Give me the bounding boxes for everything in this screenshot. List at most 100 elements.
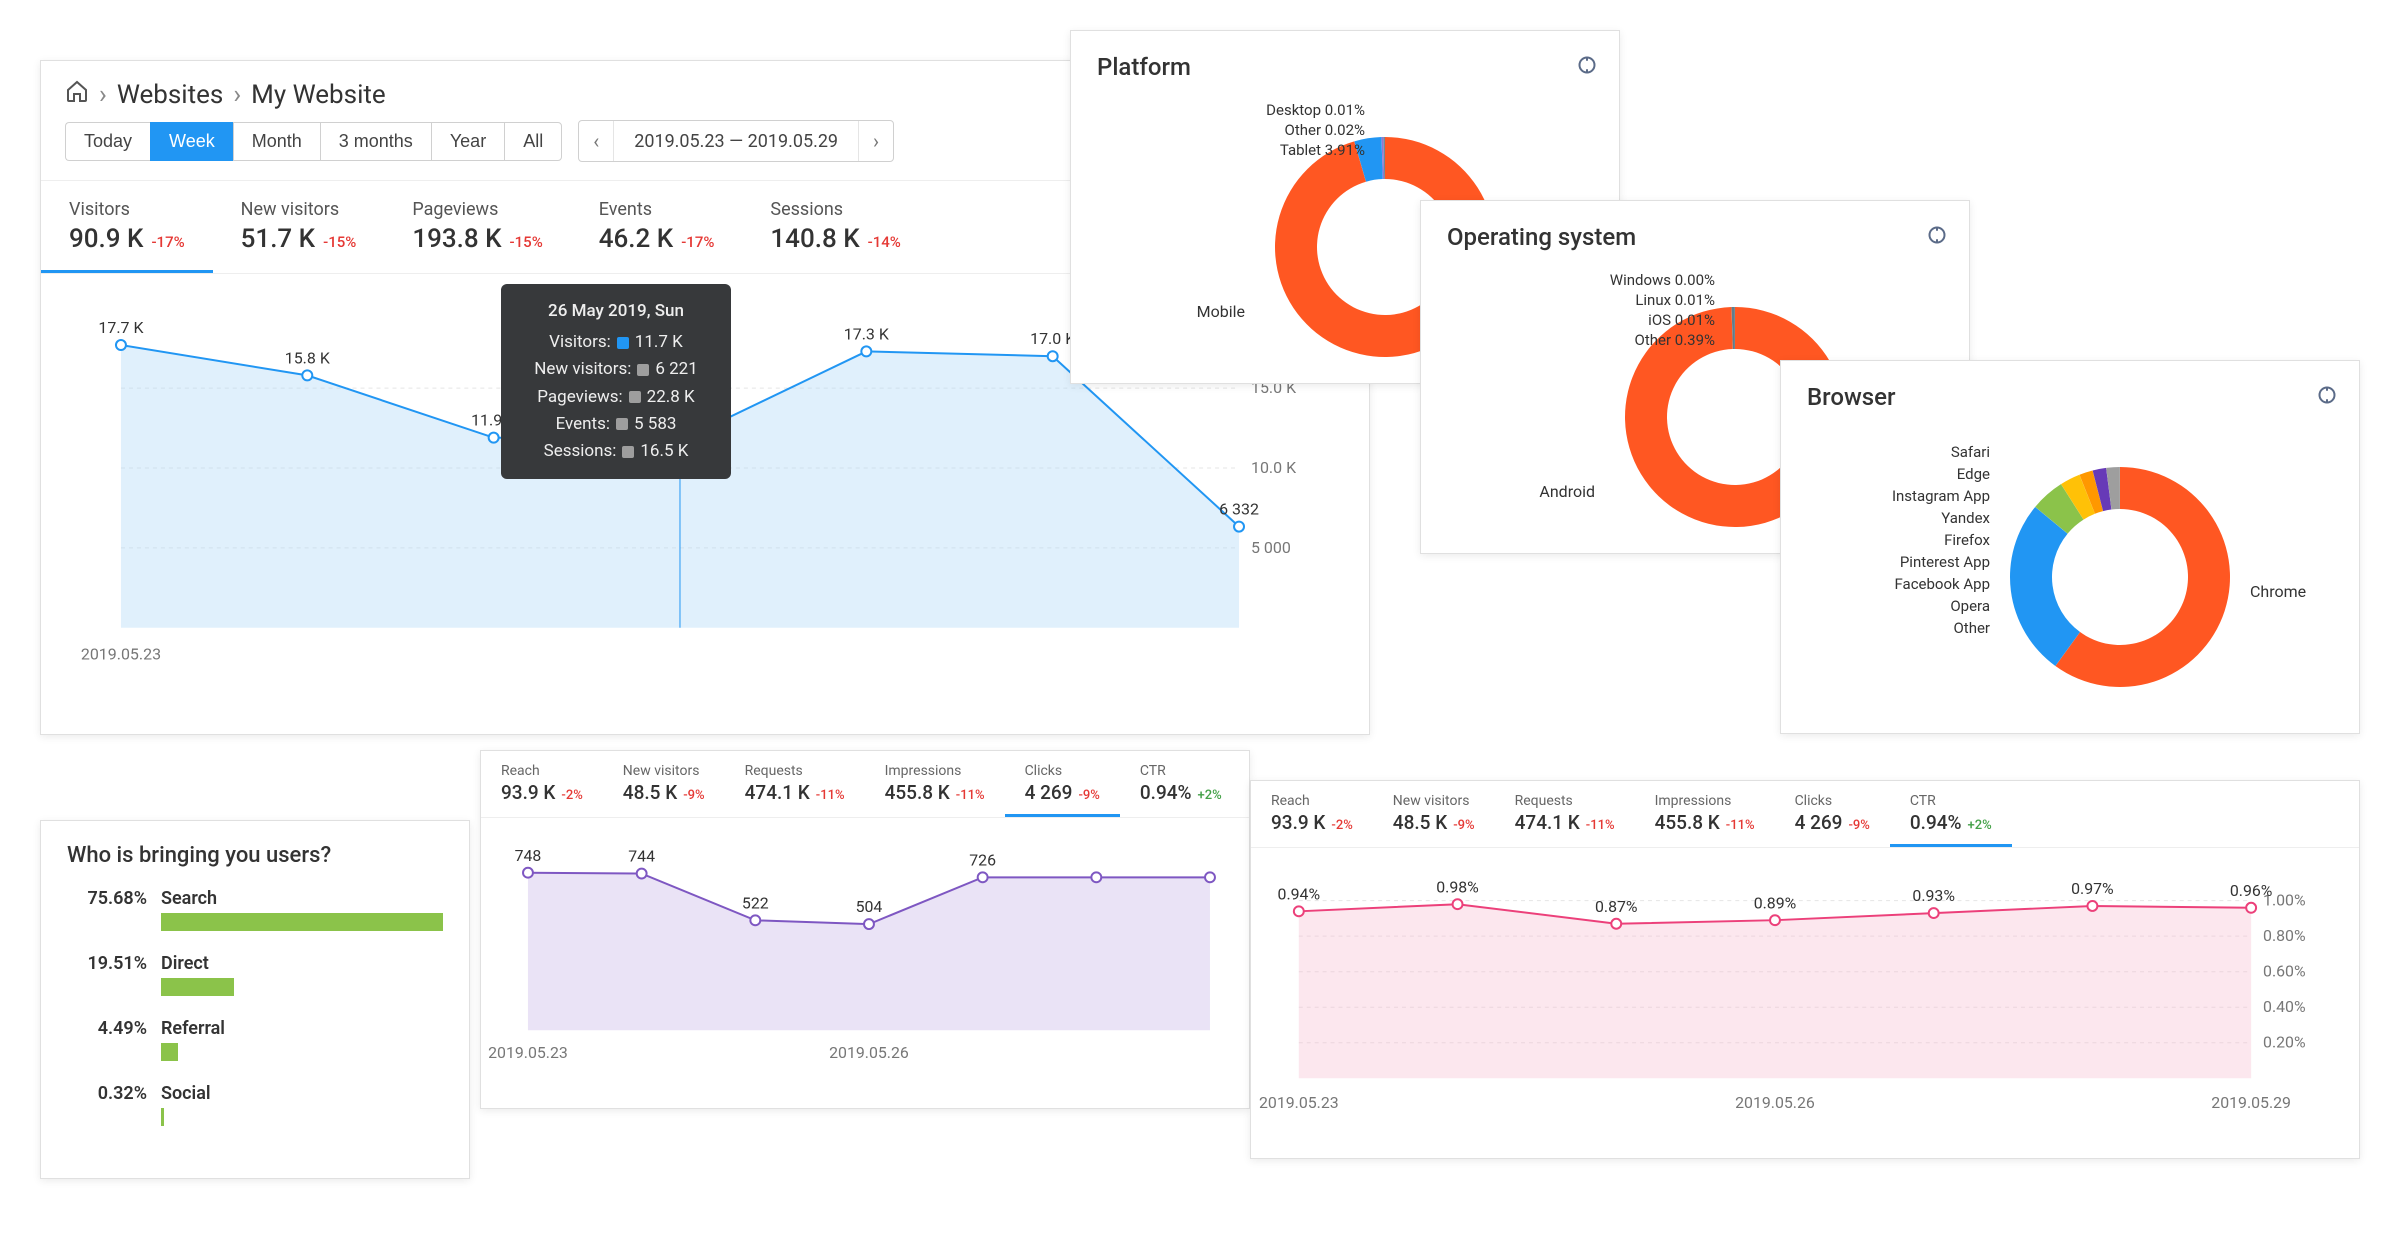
who-label: Direct bbox=[161, 953, 443, 974]
range-today[interactable]: Today bbox=[65, 122, 150, 161]
clicks-chart: 7487445225047262019.05.232019.05.26 bbox=[481, 818, 1249, 1108]
svg-text:5 000: 5 000 bbox=[1251, 538, 1291, 557]
date-nav: ‹ 2019.05.23 — 2019.05.29 › bbox=[578, 120, 894, 162]
metric-tab-new-visitors[interactable]: New visitors 51.7 K-15% bbox=[213, 181, 385, 273]
tooltip-row: Pageviews:22.8 K bbox=[523, 384, 709, 411]
ctr-chart: 0.20%0.40%0.60%0.80%1.00%0.94%0.98%0.87%… bbox=[1251, 848, 2359, 1158]
settings-icon[interactable] bbox=[1927, 225, 1947, 250]
svg-text:17.3 K: 17.3 K bbox=[844, 324, 890, 343]
metric-label: Requests bbox=[1515, 793, 1615, 809]
svg-text:748: 748 bbox=[515, 846, 542, 865]
range-week[interactable]: Week bbox=[150, 122, 233, 161]
metric-value: 46.2 K-17% bbox=[599, 224, 715, 254]
metric-tab-pageviews[interactable]: Pageviews 193.8 K-15% bbox=[384, 181, 570, 273]
metric-tab-reach[interactable]: Reach 93.9 K-2% bbox=[481, 751, 603, 817]
svg-text:Other: Other bbox=[1953, 619, 1990, 637]
metric-value: 455.8 K-11% bbox=[1655, 811, 1755, 834]
metric-delta: +2% bbox=[1968, 818, 1992, 833]
who-bar bbox=[161, 978, 234, 996]
browser-title: Browser bbox=[1807, 383, 2333, 411]
svg-text:Edge: Edge bbox=[1957, 465, 1990, 483]
metric-delta: -9% bbox=[1453, 818, 1474, 833]
metric-tab-visitors[interactable]: Visitors 90.9 K-17% bbox=[41, 181, 213, 273]
home-icon[interactable] bbox=[65, 79, 89, 110]
metric-value: 455.8 K-11% bbox=[885, 781, 985, 804]
svg-text:Tablet 3.91%: Tablet 3.91% bbox=[1280, 141, 1365, 159]
svg-text:Desktop 0.01%: Desktop 0.01% bbox=[1266, 101, 1365, 119]
metric-delta: -15% bbox=[510, 233, 543, 251]
metric-delta: -17% bbox=[151, 233, 184, 251]
who-row-direct[interactable]: 19.51% Direct bbox=[67, 953, 443, 996]
svg-text:2019.05.23: 2019.05.23 bbox=[81, 645, 161, 664]
bot-tabs: Reach 93.9 K-2%New visitors 48.5 K-9%Req… bbox=[1251, 781, 2359, 848]
metric-delta: -17% bbox=[681, 233, 714, 251]
svg-text:726: 726 bbox=[969, 850, 996, 869]
metric-label: CTR bbox=[1140, 763, 1222, 779]
metric-label: Events bbox=[599, 199, 715, 220]
date-next-icon[interactable]: › bbox=[858, 121, 893, 161]
breadcrumb-websites[interactable]: Websites bbox=[117, 80, 224, 110]
range-all[interactable]: All bbox=[504, 122, 562, 161]
breadcrumb-current[interactable]: My Website bbox=[251, 80, 386, 110]
who-label: Referral bbox=[161, 1018, 443, 1039]
metric-tab-sessions[interactable]: Sessions 140.8 K-14% bbox=[742, 181, 928, 273]
svg-text:0.40%: 0.40% bbox=[2263, 997, 2306, 1016]
metric-delta: -9% bbox=[1078, 788, 1099, 803]
metric-tab-ctr[interactable]: CTR 0.94%+2% bbox=[1890, 781, 2012, 847]
metric-delta: -9% bbox=[1848, 818, 1869, 833]
metric-tab-impressions[interactable]: Impressions 455.8 K-11% bbox=[1635, 781, 1775, 847]
metric-label: Pageviews bbox=[412, 199, 542, 220]
metric-label: Impressions bbox=[1655, 793, 1755, 809]
metric-tab-requests[interactable]: Requests 474.1 K-11% bbox=[725, 751, 865, 817]
chart-tooltip: 26 May 2019, SunVisitors:11.7 KNew visit… bbox=[501, 284, 731, 479]
svg-text:2019.05.29: 2019.05.29 bbox=[2211, 1093, 2291, 1112]
metric-tab-events[interactable]: Events 46.2 K-17% bbox=[571, 181, 743, 273]
metric-label: CTR bbox=[1910, 793, 1992, 809]
settings-icon[interactable] bbox=[2317, 385, 2337, 410]
date-range-text[interactable]: 2019.05.23 — 2019.05.29 bbox=[614, 123, 858, 160]
svg-text:Chrome: Chrome bbox=[2250, 582, 2306, 601]
metric-label: New visitors bbox=[623, 763, 705, 779]
metric-tab-ctr[interactable]: CTR 0.94%+2% bbox=[1120, 751, 1242, 817]
who-row-search[interactable]: 75.68% Search bbox=[67, 888, 443, 931]
svg-text:2019.05.23: 2019.05.23 bbox=[1259, 1093, 1339, 1112]
metric-tab-requests[interactable]: Requests 474.1 K-11% bbox=[1495, 781, 1635, 847]
settings-icon[interactable] bbox=[1577, 55, 1597, 80]
who-row-social[interactable]: 0.32% Social bbox=[67, 1083, 443, 1126]
who-title: Who is bringing you users? bbox=[67, 843, 443, 868]
breadcrumb-sep: › bbox=[99, 80, 107, 110]
mid-tabs: Reach 93.9 K-2%New visitors 48.5 K-9%Req… bbox=[481, 751, 1249, 818]
metric-tab-reach[interactable]: Reach 93.9 K-2% bbox=[1251, 781, 1373, 847]
metric-value: 93.9 K-2% bbox=[1271, 811, 1353, 834]
metric-tab-clicks[interactable]: Clicks 4 269-9% bbox=[1775, 781, 1890, 847]
ctr-panel: Reach 93.9 K-2%New visitors 48.5 K-9%Req… bbox=[1250, 780, 2360, 1159]
svg-text:0.87%: 0.87% bbox=[1595, 897, 1638, 916]
svg-text:2019.05.26: 2019.05.26 bbox=[829, 1043, 909, 1062]
os-title: Operating system bbox=[1447, 223, 1943, 251]
metric-delta: -11% bbox=[956, 788, 985, 803]
metric-label: Impressions bbox=[885, 763, 985, 779]
svg-text:Opera: Opera bbox=[1950, 597, 1990, 615]
metric-tab-new-visitors[interactable]: New visitors 48.5 K-9% bbox=[603, 751, 725, 817]
metric-delta: -11% bbox=[1726, 818, 1755, 833]
who-row-referral[interactable]: 4.49% Referral bbox=[67, 1018, 443, 1061]
range-3months[interactable]: 3 months bbox=[320, 122, 431, 161]
clicks-panel: Reach 93.9 K-2%New visitors 48.5 K-9%Req… bbox=[480, 750, 1250, 1109]
metric-value: 4 269-9% bbox=[1025, 781, 1100, 804]
metric-delta: -9% bbox=[683, 788, 704, 803]
metric-value: 4 269-9% bbox=[1795, 811, 1870, 834]
svg-text:Pinterest App: Pinterest App bbox=[1900, 553, 1990, 571]
metric-tab-impressions[interactable]: Impressions 455.8 K-11% bbox=[865, 751, 1005, 817]
svg-text:Firefox: Firefox bbox=[1944, 531, 1990, 549]
date-prev-icon[interactable]: ‹ bbox=[579, 121, 614, 161]
metric-label: Sessions bbox=[770, 199, 900, 220]
tooltip-row: Events:5 583 bbox=[523, 411, 709, 438]
metric-delta: -15% bbox=[323, 233, 356, 251]
metric-tab-new-visitors[interactable]: New visitors 48.5 K-9% bbox=[1373, 781, 1495, 847]
svg-text:0.93%: 0.93% bbox=[1912, 886, 1955, 905]
breadcrumb-sep: › bbox=[233, 80, 241, 110]
range-month[interactable]: Month bbox=[233, 122, 320, 161]
metric-tab-clicks[interactable]: Clicks 4 269-9% bbox=[1005, 751, 1120, 817]
range-year[interactable]: Year bbox=[431, 122, 504, 161]
metric-delta: -11% bbox=[816, 788, 845, 803]
